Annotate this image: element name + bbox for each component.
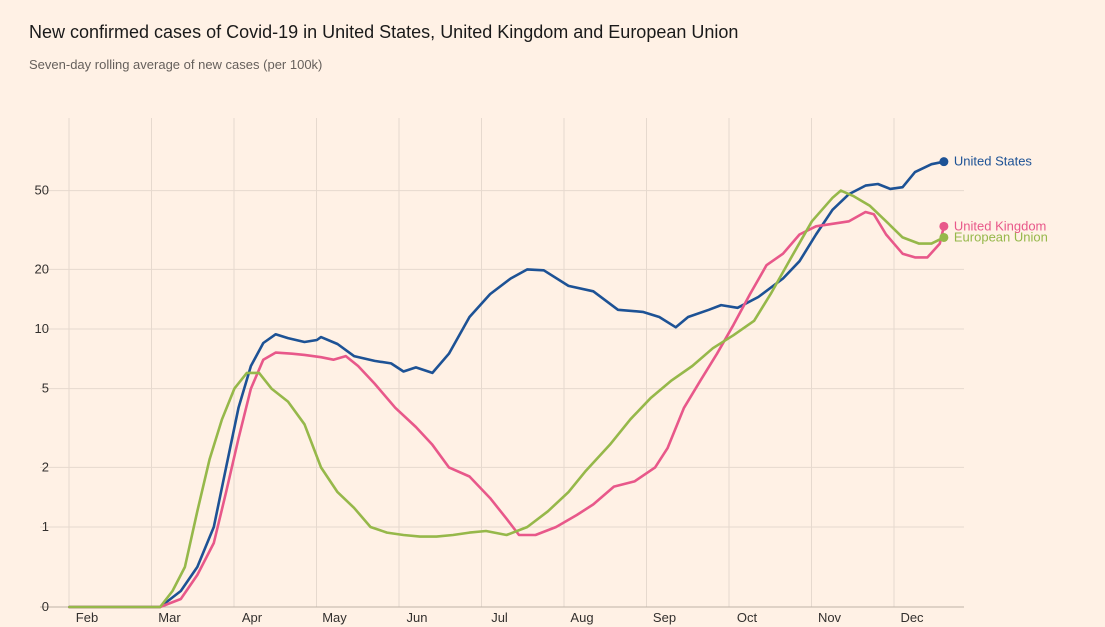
series-line-united-kingdom	[68, 210, 946, 609]
x-tick-label: Oct	[737, 610, 758, 625]
series-end-dot	[939, 157, 949, 167]
chart-subtitle: Seven-day rolling average of new cases (…	[29, 57, 323, 72]
y-tick-label: 5	[42, 381, 49, 396]
x-tick-label: Mar	[158, 610, 181, 625]
y-tick-label: 10	[35, 321, 49, 336]
y-tick-label: 50	[35, 183, 49, 198]
x-tick-label: Feb	[76, 610, 98, 625]
x-tick-label: Sep	[653, 610, 676, 625]
axes: Feb Mar Apr May Jun Jul Aug Sep Oct Nov Dec 0 1 2 5 10 2…	[35, 183, 925, 625]
chart-title: New confirmed cases of Covid-19 in Unite…	[29, 22, 739, 42]
x-tick-label: Jun	[407, 610, 428, 625]
series-label: United States	[954, 154, 1033, 169]
y-tick-label: 20	[35, 261, 49, 276]
series-label: United Kingdom	[954, 218, 1047, 233]
series-end-dot	[939, 232, 949, 242]
x-tick-label: Jul	[491, 610, 508, 625]
y-tick-label: 0	[42, 599, 49, 614]
y-tick-label: 1	[42, 519, 49, 534]
x-tick-label: May	[322, 610, 347, 625]
series-label: European Union	[954, 229, 1048, 244]
series-end-dot	[939, 221, 949, 231]
series-lines	[68, 157, 949, 609]
x-tick-label: Apr	[242, 610, 263, 625]
x-tick-label: Nov	[818, 610, 842, 625]
series-line-european-union	[68, 189, 946, 609]
x-tick-label: Aug	[570, 610, 593, 625]
y-tick-label: 2	[42, 459, 49, 474]
x-tick-label: Dec	[900, 610, 924, 625]
grid	[40, 118, 964, 608]
